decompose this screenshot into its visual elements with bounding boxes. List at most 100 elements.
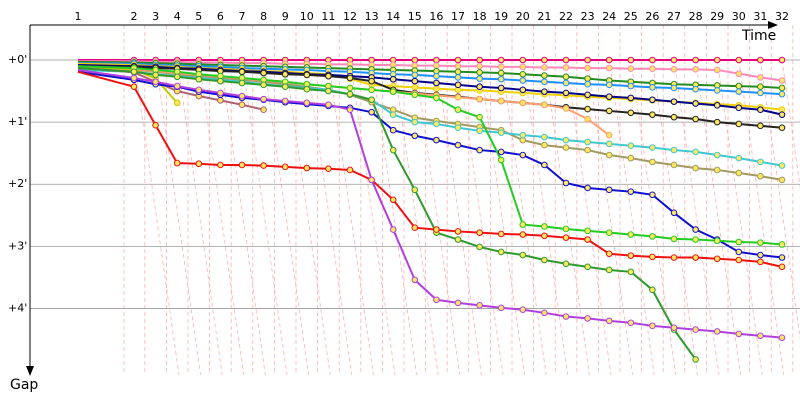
x-tick-label: 28 — [689, 10, 703, 23]
lap-point — [562, 64, 570, 71]
lap-point — [454, 106, 462, 113]
lap-point — [562, 313, 570, 320]
lap-point — [562, 105, 570, 112]
lap-point — [454, 228, 462, 235]
lap-point — [692, 148, 699, 156]
lap-point — [195, 75, 203, 83]
lap-point — [757, 258, 764, 266]
lap-point — [778, 176, 786, 184]
lap-point — [605, 151, 613, 159]
x-tick-label: 10 — [300, 10, 314, 23]
x-tick-label: 1 — [75, 10, 82, 23]
lap-point — [778, 124, 786, 132]
lap-point — [433, 72, 440, 80]
lap-point — [757, 332, 764, 340]
lap-point — [605, 317, 613, 325]
lap-point — [173, 82, 181, 90]
lap-point — [346, 166, 354, 174]
lap-point — [605, 266, 613, 274]
lap-point — [692, 326, 699, 333]
lap-point — [476, 95, 483, 103]
lap-point — [433, 120, 440, 128]
lap-point — [260, 162, 267, 169]
lap-point — [713, 56, 721, 64]
lap-point — [541, 161, 548, 169]
lap-point — [454, 141, 462, 149]
lap-point — [778, 254, 786, 261]
lap-point — [541, 64, 548, 71]
lap-point — [476, 113, 483, 121]
lap-point — [584, 64, 591, 72]
lap-point — [173, 73, 181, 81]
lap-point — [584, 315, 591, 322]
lap-point — [713, 328, 721, 335]
lap-point — [562, 144, 570, 151]
y-tick-label: +0' — [8, 53, 27, 66]
lap-point — [778, 162, 786, 169]
lap-point — [670, 98, 678, 105]
lap-point — [519, 56, 527, 64]
lap-point — [605, 93, 613, 100]
lap-point — [541, 141, 548, 149]
lap-point — [497, 56, 505, 64]
lap-point — [346, 106, 354, 113]
lap-point — [389, 146, 397, 154]
lap-point — [757, 158, 764, 166]
lap-point — [562, 225, 570, 233]
lap-diagonal — [263, 59, 309, 376]
lap-point — [670, 235, 678, 243]
x-tick-label: 12 — [343, 10, 357, 23]
lap-point — [778, 263, 786, 271]
lap-point — [260, 81, 267, 89]
x-tick-label: 27 — [667, 10, 681, 23]
lap-point — [368, 108, 375, 116]
lap-point — [713, 151, 721, 159]
lap-point — [476, 75, 483, 82]
lap-point — [605, 81, 613, 89]
lap-point — [389, 75, 397, 83]
x-axis-arrow — [768, 21, 778, 29]
lap-diagonal — [392, 59, 439, 376]
x-tick-label: 25 — [624, 10, 638, 23]
y-tick-label: +1' — [8, 115, 27, 128]
lap-point — [325, 101, 332, 109]
lap-point — [649, 96, 656, 104]
x-tick-label: 32 — [775, 10, 789, 23]
lap-point — [173, 159, 181, 167]
lap-point — [670, 209, 678, 217]
lap-point — [281, 97, 289, 105]
lap-point — [519, 86, 527, 94]
lap-point — [670, 324, 678, 332]
lap-point — [649, 144, 656, 151]
lap-point — [303, 71, 311, 79]
plot-area — [77, 56, 786, 363]
lap-point — [692, 100, 699, 107]
lap-point — [541, 88, 548, 95]
y-tick-label: +2' — [8, 177, 27, 190]
lap-point — [627, 65, 635, 72]
lap-point — [476, 69, 483, 76]
lap-point — [411, 276, 419, 284]
lap-point — [562, 234, 570, 241]
series-line — [77, 66, 264, 111]
lap-point — [497, 84, 505, 92]
lap-point — [281, 70, 289, 78]
lap-point — [627, 231, 635, 238]
lap-point — [541, 309, 548, 317]
lap-point — [411, 56, 419, 64]
lap-point — [757, 122, 764, 130]
series-line — [77, 63, 783, 116]
lap-point — [260, 69, 267, 77]
lap-diagonal — [198, 59, 245, 376]
lap-point — [627, 252, 635, 259]
lap-point — [195, 160, 203, 168]
lap-point — [411, 224, 419, 232]
lap-point — [433, 79, 440, 87]
lap-point — [627, 82, 635, 90]
lap-point — [605, 229, 613, 236]
lap-point — [562, 56, 570, 64]
lap-point — [735, 56, 743, 64]
lap-point — [692, 226, 699, 233]
x-axis-title: Time — [741, 28, 776, 44]
x-tick-label: 6 — [217, 10, 224, 23]
